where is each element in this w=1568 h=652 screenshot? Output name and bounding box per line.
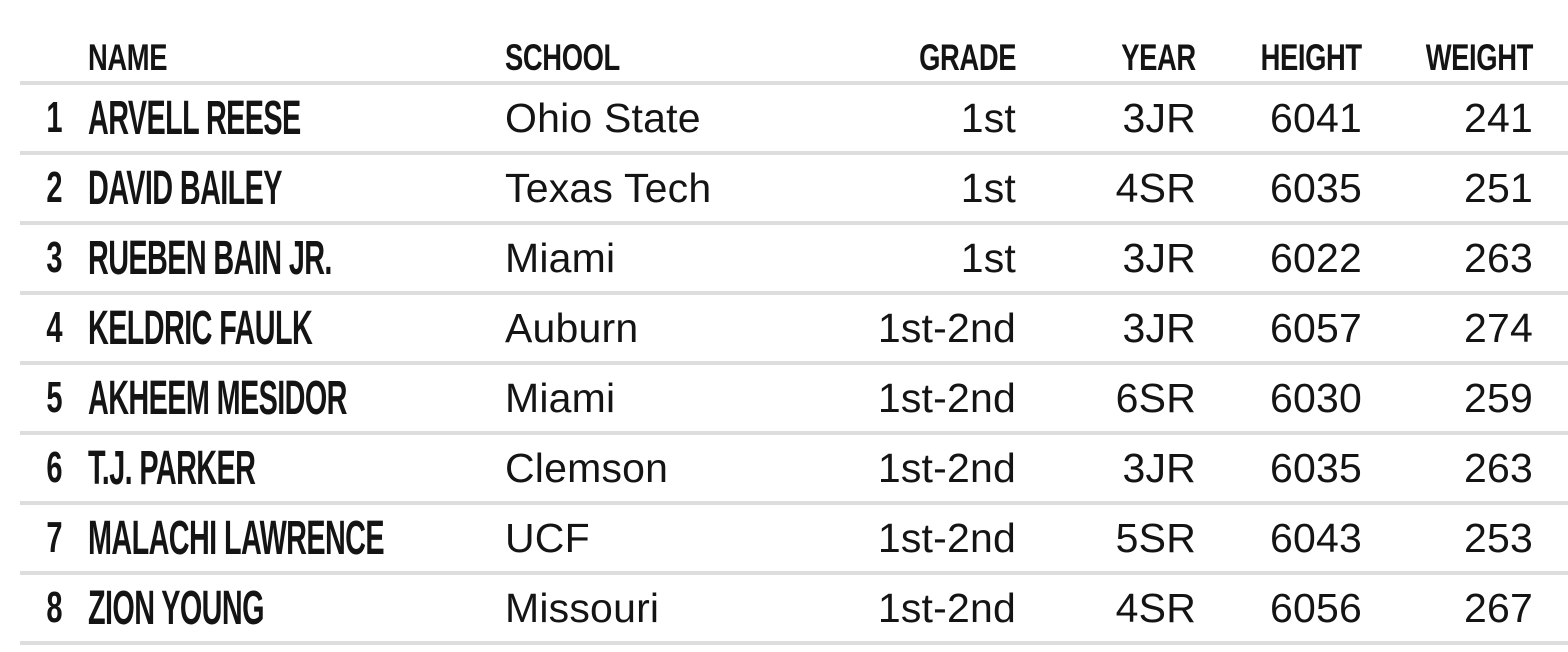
table-row: 8 ZION YOUNG Missouri 1st-2nd 4SR 6056 2…: [20, 575, 1568, 645]
player-rank: 4: [45, 303, 62, 352]
table-row: 5 AKHEEM MESIDOR Miami 1st-2nd 6SR 6030 …: [20, 365, 1568, 435]
player-year: 4SR: [1115, 164, 1196, 211]
player-weight: 263: [1463, 444, 1533, 491]
prospect-ranking-table: NAME SCHOOL GRADE YEAR HEIGHT WEIGHT 1 A…: [20, 0, 1568, 645]
player-weight: 251: [1463, 164, 1533, 211]
player-height: 6030: [1269, 374, 1362, 421]
column-header-height: HEIGHT: [1260, 37, 1363, 78]
player-weight: 241: [1463, 94, 1533, 141]
player-year: 3JR: [1122, 304, 1196, 351]
player-grade: 1st: [960, 234, 1016, 281]
player-rank: 3: [45, 233, 62, 282]
table-row: 3 RUEBEN BAIN JR. Miami 1st 3JR 6022 263: [20, 225, 1568, 295]
player-weight: 253: [1463, 514, 1533, 561]
player-rank: 7: [45, 513, 62, 562]
table-row: 4 KELDRIC FAULK Auburn 1st-2nd 3JR 6057 …: [20, 295, 1568, 365]
table-row: 2 DAVID BAILEY Texas Tech 1st 4SR 6035 2…: [20, 155, 1568, 225]
player-year: 3JR: [1122, 444, 1196, 491]
player-grade: 1st: [960, 164, 1016, 211]
table-header-row: NAME SCHOOL GRADE YEAR HEIGHT WEIGHT: [20, 0, 1568, 85]
player-height: 6041: [1269, 94, 1362, 141]
player-rank: 1: [45, 93, 62, 142]
player-name: AKHEEM MESIDOR: [88, 371, 347, 425]
player-grade: 1st-2nd: [877, 584, 1016, 631]
player-height: 6035: [1269, 444, 1362, 491]
player-grade: 1st: [960, 94, 1016, 141]
player-height: 6022: [1269, 234, 1362, 281]
player-school: UCF: [505, 514, 590, 561]
player-year: 6SR: [1115, 374, 1196, 421]
player-name: ARVELL REESE: [88, 91, 301, 145]
player-year: 3JR: [1122, 234, 1196, 281]
column-header-school: SCHOOL: [505, 37, 620, 78]
table-row: 7 MALACHI LAWRENCE UCF 1st-2nd 5SR 6043 …: [20, 505, 1568, 575]
player-weight: 263: [1463, 234, 1533, 281]
player-name: ZION YOUNG: [88, 581, 264, 635]
player-name: DAVID BAILEY: [88, 161, 282, 215]
player-height: 6035: [1269, 164, 1362, 211]
column-header-grade: GRADE: [918, 37, 1016, 78]
table-row: 6 T.J. PARKER Clemson 1st-2nd 3JR 6035 2…: [20, 435, 1568, 505]
player-name: MALACHI LAWRENCE: [88, 511, 385, 565]
player-grade: 1st-2nd: [877, 514, 1016, 561]
player-height: 6043: [1269, 514, 1362, 561]
player-rank: 2: [45, 163, 62, 212]
player-grade: 1st-2nd: [877, 374, 1016, 421]
player-weight: 274: [1463, 304, 1533, 351]
column-header-weight: WEIGHT: [1425, 37, 1534, 78]
player-weight: 267: [1463, 584, 1533, 631]
player-year: 4SR: [1115, 584, 1196, 631]
player-school: Auburn: [505, 304, 639, 351]
player-weight: 259: [1463, 374, 1533, 421]
player-school: Miami: [505, 234, 616, 281]
column-header-name: NAME: [88, 37, 168, 78]
player-school: Clemson: [505, 444, 669, 491]
player-name: T.J. PARKER: [88, 441, 256, 495]
table-row: 1 ARVELL REESE Ohio State 1st 3JR 6041 2…: [20, 85, 1568, 155]
player-name: KELDRIC FAULK: [88, 301, 313, 355]
player-rank: 8: [45, 583, 62, 632]
player-year: 5SR: [1115, 514, 1196, 561]
player-rank: 5: [45, 373, 62, 422]
player-height: 6057: [1269, 304, 1362, 351]
player-grade: 1st-2nd: [877, 304, 1016, 351]
player-school: Missouri: [505, 584, 660, 631]
player-grade: 1st-2nd: [877, 444, 1016, 491]
player-school: Texas Tech: [505, 164, 712, 211]
column-header-year: YEAR: [1121, 37, 1196, 78]
player-rank: 6: [45, 443, 62, 492]
player-school: Ohio State: [505, 94, 701, 141]
player-school: Miami: [505, 374, 616, 421]
table-body: 1 ARVELL REESE Ohio State 1st 3JR 6041 2…: [20, 85, 1568, 645]
player-name: RUEBEN BAIN JR.: [88, 231, 332, 285]
player-height: 6056: [1269, 584, 1362, 631]
player-year: 3JR: [1122, 94, 1196, 141]
